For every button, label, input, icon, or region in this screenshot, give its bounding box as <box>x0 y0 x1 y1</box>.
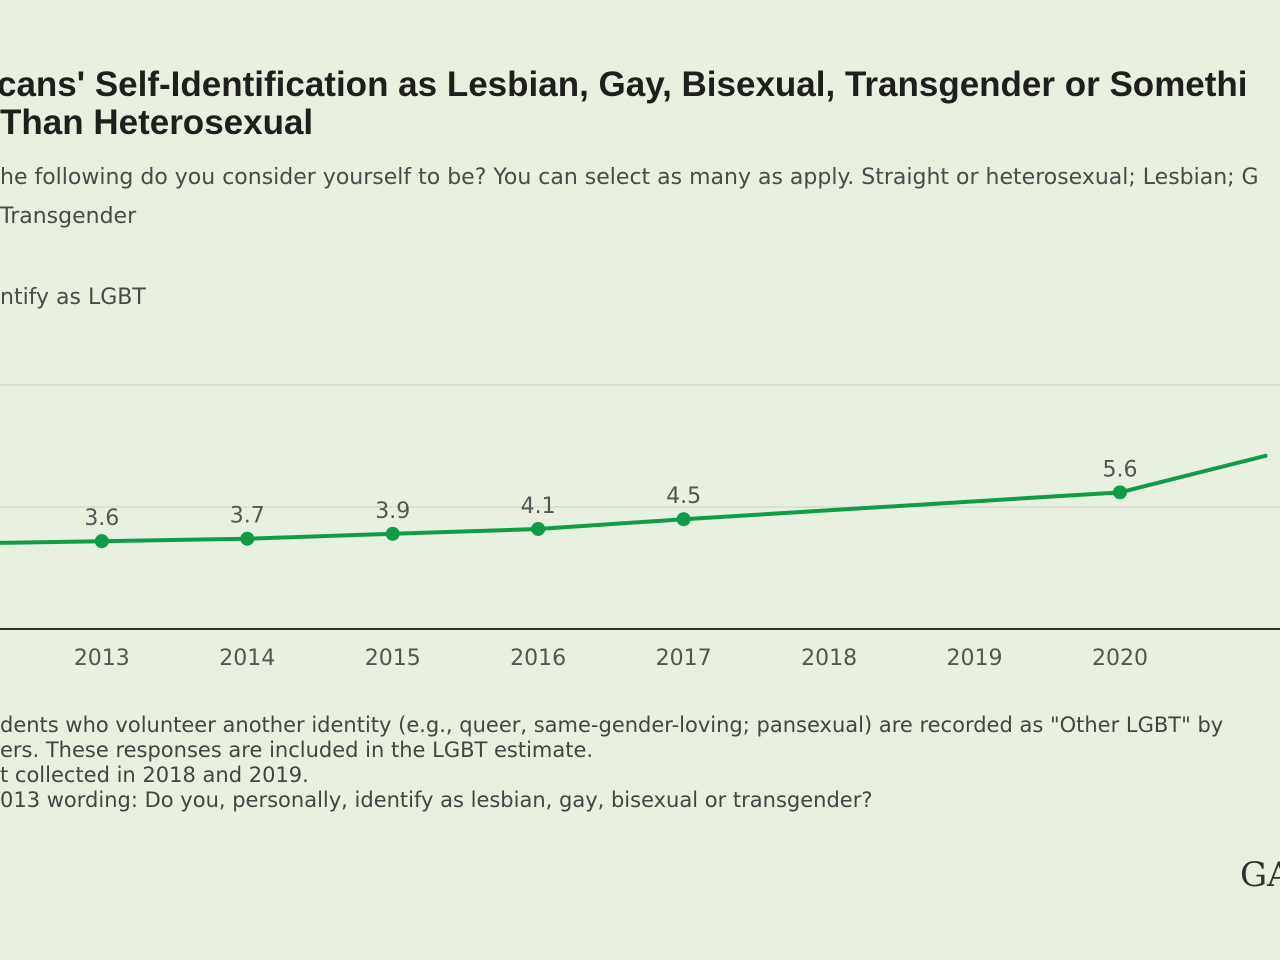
data-point <box>385 526 400 541</box>
x-tick-label: 2016 <box>510 646 566 671</box>
note-line-3: t collected in 2018 and 2019. <box>0 763 309 787</box>
data-label: 3.6 <box>84 506 119 531</box>
gallup-logo: GA <box>1240 855 1280 895</box>
data-point <box>531 521 546 536</box>
data-label: 3.9 <box>375 499 410 524</box>
chart-subtitle: he following do you consider yourself to… <box>0 158 1280 236</box>
chart-title: cans' Self-Identification as Lesbian, Ga… <box>0 66 1280 142</box>
chart-subtitle-line-1: he following do you consider yourself to… <box>0 165 1259 190</box>
chart-title-line-2: Than Heterosexual <box>0 103 314 142</box>
data-point <box>240 531 255 546</box>
data-label: 5.6 <box>1103 457 1138 482</box>
x-tick-label: 2019 <box>947 646 1003 671</box>
x-tick-label: 2014 <box>219 646 275 671</box>
chart-notes: dents who volunteer another identity (e.… <box>0 713 1280 813</box>
x-tick-label: 2020 <box>1092 646 1148 671</box>
note-line-1: dents who volunteer another identity (e.… <box>0 713 1224 737</box>
data-label: 3.7 <box>230 504 265 529</box>
note-line-2: ers. These responses are included in the… <box>0 738 594 762</box>
x-tick-label: 2013 <box>74 646 130 671</box>
data-point <box>1113 485 1127 500</box>
x-tick-label: 2015 <box>365 646 421 671</box>
line-chart: 3.6 3.7 3.9 4.1 4.5 5.6 2013 2014 2015 2016 2017 2… <box>0 384 1280 671</box>
x-tick-label: 2017 <box>656 646 712 671</box>
y-axis-label: ntify as LGBT <box>0 285 146 310</box>
chart-subtitle-line-2: Transgender <box>0 204 137 229</box>
x-tick-label: 2018 <box>801 646 857 671</box>
chart-title-line-1: cans' Self-Identification as Lesbian, Ga… <box>0 66 1248 104</box>
note-line-4: 013 wording: Do you, personally, identif… <box>0 788 873 812</box>
series-line <box>0 453 1268 545</box>
data-point <box>94 534 109 549</box>
data-point <box>676 512 691 527</box>
data-label: 4.5 <box>666 484 701 509</box>
data-label: 4.1 <box>521 494 556 519</box>
